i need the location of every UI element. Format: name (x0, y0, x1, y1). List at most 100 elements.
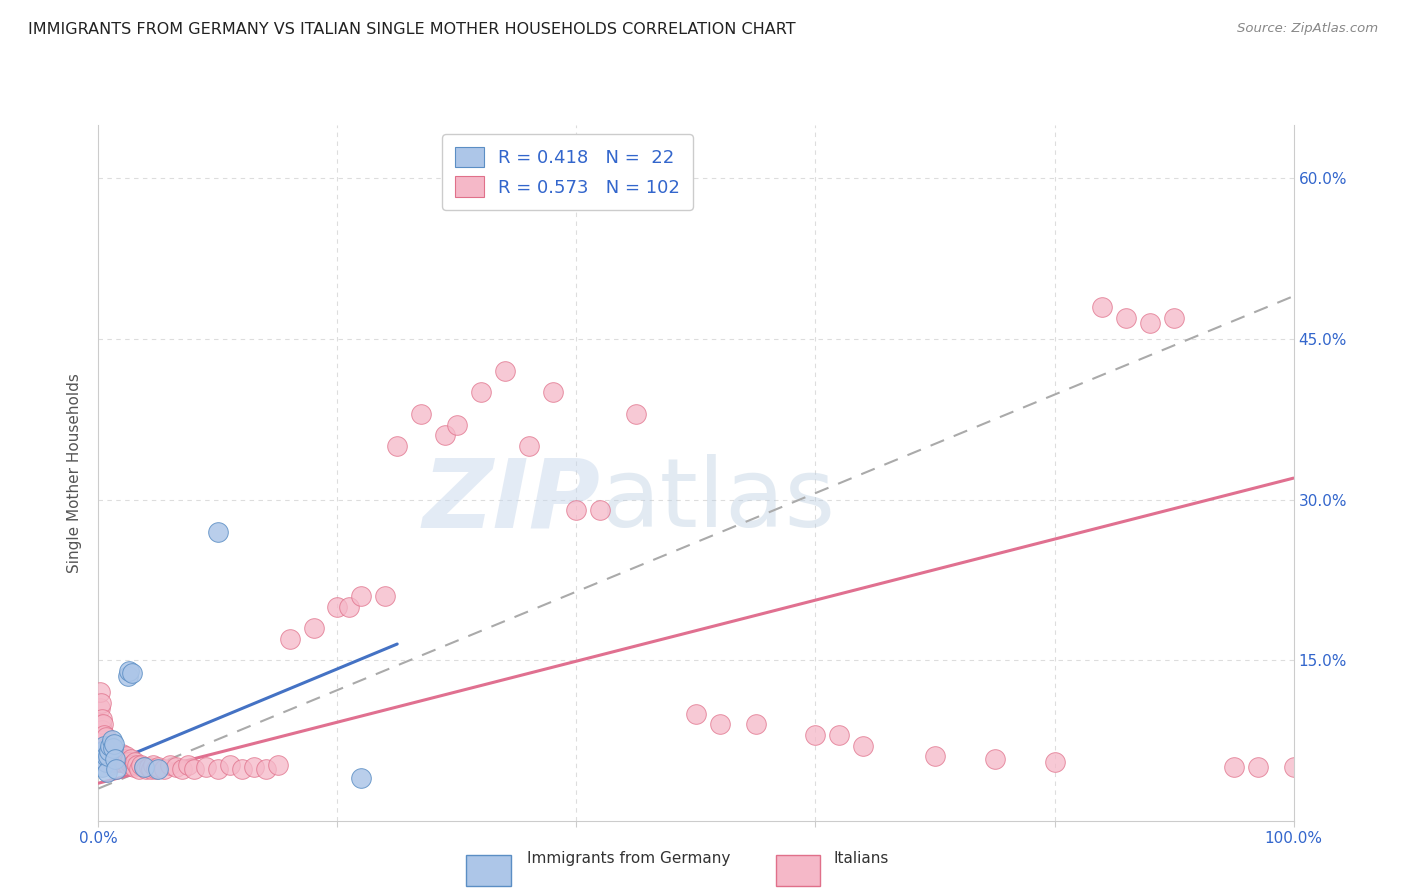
Point (111, 747, 134, 762)
Point (148, 762, 170, 776)
Point (108, 755, 131, 769)
Point (124, 760, 146, 774)
Point (90, 749, 112, 764)
Point (100, 751, 122, 765)
Point (121, 665, 143, 680)
Point (91, 712, 114, 726)
Point (132, 760, 155, 774)
Point (98, 744, 121, 758)
Point (94, 730, 117, 744)
Point (97, 749, 120, 764)
Text: ZIP: ZIP (422, 454, 600, 547)
Point (852, 739, 875, 753)
Point (112, 751, 135, 765)
Point (91, 723, 114, 737)
Point (541, 385, 564, 400)
Y-axis label: Single Mother Households: Single Mother Households (67, 373, 83, 573)
Point (107, 749, 129, 764)
Point (91, 717, 114, 731)
Point (98, 747, 122, 762)
Point (89, 701, 111, 715)
Point (145, 762, 167, 776)
Point (94, 755, 117, 769)
Point (565, 503, 588, 517)
Point (107, 751, 129, 765)
Point (1043, 755, 1066, 769)
Point (207, 524, 229, 539)
Point (101, 744, 124, 758)
FancyBboxPatch shape (776, 855, 820, 886)
Point (142, 758, 165, 772)
Point (117, 758, 139, 772)
Point (103, 749, 125, 764)
Point (93, 739, 115, 753)
Point (125, 758, 148, 772)
Point (96, 765, 118, 780)
Point (1115, 310, 1137, 325)
Point (159, 758, 181, 772)
Point (267, 758, 290, 772)
Point (118, 664, 141, 678)
Point (231, 762, 253, 776)
Point (135, 762, 157, 776)
Point (97, 749, 120, 764)
Point (131, 758, 153, 772)
Point (1091, 300, 1114, 314)
Text: atlas: atlas (600, 454, 835, 547)
Point (101, 740, 124, 755)
Point (98, 755, 121, 769)
Point (517, 439, 540, 453)
Point (589, 503, 612, 517)
Legend: R = 0.418   N =  22, R = 0.573   N = 102: R = 0.418 N = 22, R = 0.573 N = 102 (441, 134, 693, 210)
Point (172, 762, 194, 776)
Point (120, 751, 142, 765)
Point (121, 758, 143, 772)
Point (626, 407, 648, 421)
Point (98, 744, 121, 758)
Point (101, 755, 124, 769)
Point (385, 439, 409, 453)
Point (90, 717, 112, 731)
Point (100, 733, 122, 747)
Point (111, 755, 134, 769)
Point (132, 760, 155, 774)
Text: IMMIGRANTS FROM GERMANY VS ITALIAN SINGLE MOTHER HOUSEHOLDS CORRELATION CHART: IMMIGRANTS FROM GERMANY VS ITALIAN SINGL… (28, 22, 796, 37)
Point (139, 762, 162, 776)
Point (350, 589, 373, 603)
Point (94, 751, 117, 765)
Text: Italians: Italians (834, 852, 889, 866)
Point (105, 755, 128, 769)
Point (104, 751, 127, 765)
Point (90, 696, 112, 710)
Point (828, 728, 851, 742)
Point (326, 599, 349, 614)
Point (745, 717, 768, 731)
Point (984, 751, 1007, 765)
Point (98, 739, 122, 753)
Point (96, 744, 118, 758)
Point (494, 364, 516, 378)
Point (104, 751, 127, 765)
Point (339, 599, 360, 614)
Point (194, 760, 218, 774)
Point (91, 744, 114, 758)
Point (804, 728, 827, 742)
Point (1282, 760, 1305, 774)
Point (470, 385, 492, 400)
Point (115, 749, 138, 764)
Point (243, 760, 266, 774)
Point (1222, 760, 1246, 774)
Point (1246, 760, 1268, 774)
Point (105, 762, 128, 776)
Point (117, 669, 139, 683)
Point (278, 632, 301, 646)
Point (91, 739, 114, 753)
Point (91, 744, 114, 758)
Point (1163, 310, 1185, 325)
Point (115, 755, 138, 769)
Point (219, 758, 242, 772)
Point (94, 740, 117, 755)
Point (350, 771, 373, 785)
Point (96, 755, 118, 769)
Point (302, 621, 325, 635)
